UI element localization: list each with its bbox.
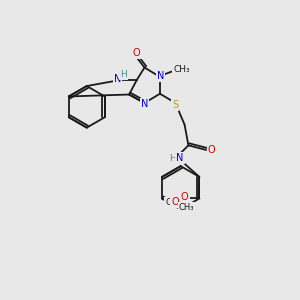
- Text: CH₃: CH₃: [173, 64, 190, 74]
- Text: N: N: [157, 71, 164, 81]
- Text: H: H: [169, 154, 175, 163]
- Text: H: H: [120, 70, 127, 79]
- Text: CH₃: CH₃: [179, 203, 194, 212]
- Text: N: N: [114, 74, 121, 84]
- Text: O: O: [181, 192, 189, 202]
- Text: O: O: [133, 48, 141, 58]
- Text: N: N: [176, 153, 184, 164]
- Text: S: S: [172, 100, 178, 110]
- Text: O: O: [171, 197, 179, 207]
- Text: O: O: [208, 145, 215, 155]
- Text: N: N: [141, 99, 148, 109]
- Text: CH₃: CH₃: [165, 198, 181, 207]
